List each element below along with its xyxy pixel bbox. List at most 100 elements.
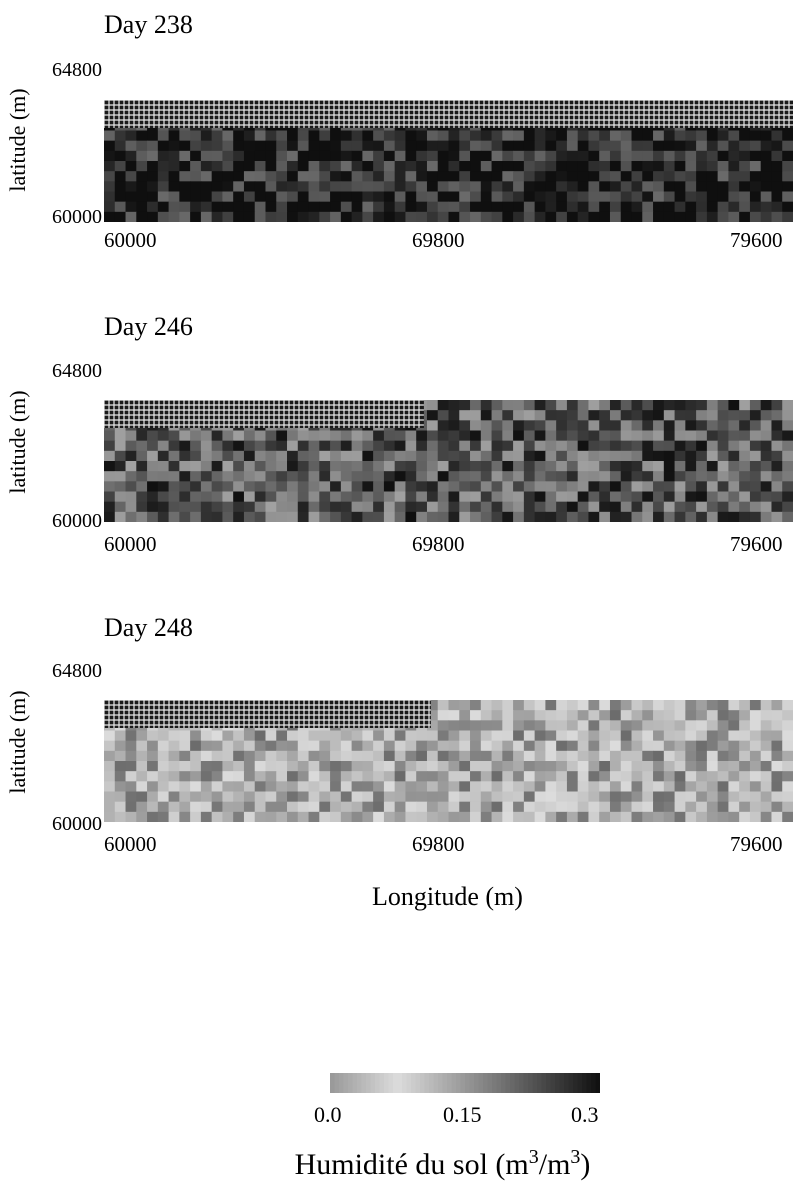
heatmap-cell bbox=[523, 181, 536, 192]
heatmap-cell bbox=[620, 801, 633, 813]
heatmap-cell bbox=[663, 700, 676, 711]
heatmap-cell bbox=[437, 191, 449, 203]
heatmap-cell bbox=[491, 161, 503, 172]
heatmap-cell bbox=[523, 700, 536, 711]
heatmap-cell bbox=[696, 501, 708, 513]
colorbar-segment bbox=[388, 1073, 394, 1093]
heatmap-cell bbox=[351, 130, 363, 142]
heatmap-cell bbox=[405, 811, 417, 822]
heatmap-cell bbox=[157, 191, 170, 203]
heatmap-cell bbox=[739, 471, 751, 482]
heatmap-cell bbox=[782, 710, 793, 721]
heatmap-cell bbox=[448, 710, 460, 721]
heatmap-cell bbox=[717, 481, 729, 492]
heatmap-cell bbox=[674, 130, 686, 142]
heatmap-cell bbox=[749, 420, 762, 431]
heatmap-cell bbox=[287, 750, 299, 762]
heatmap-cell bbox=[243, 150, 256, 162]
heatmap-cell bbox=[696, 201, 708, 213]
heatmap-cell bbox=[523, 491, 536, 503]
heatmap-cell bbox=[674, 181, 686, 192]
heatmap-cell bbox=[771, 781, 783, 792]
heatmap-cell bbox=[749, 161, 762, 172]
heatmap-cell bbox=[523, 761, 536, 772]
heatmap-cell bbox=[190, 130, 202, 142]
heatmap-cell bbox=[147, 140, 159, 152]
heatmap-cell bbox=[749, 750, 762, 762]
heatmap-cell bbox=[480, 740, 493, 752]
heatmap-cell bbox=[674, 771, 686, 782]
heatmap-cell bbox=[566, 171, 579, 182]
heatmap-cell bbox=[125, 761, 137, 772]
heatmap-cell bbox=[243, 461, 256, 472]
heatmap-cell bbox=[545, 430, 557, 442]
heatmap-cell bbox=[470, 130, 482, 142]
colorbar-segment bbox=[343, 1073, 349, 1093]
heatmap-cell bbox=[470, 161, 482, 172]
heatmap-cell bbox=[653, 481, 665, 492]
heatmap-cell bbox=[362, 750, 374, 762]
heatmap-cell bbox=[749, 450, 762, 462]
heatmap-cell bbox=[136, 150, 148, 162]
heatmap-cell bbox=[674, 730, 686, 742]
heatmap-cell bbox=[513, 181, 525, 192]
heatmap-cell bbox=[394, 771, 406, 782]
heatmap-cell bbox=[577, 201, 589, 213]
heatmap-cell bbox=[308, 511, 320, 522]
heatmap-cell bbox=[448, 481, 460, 492]
heatmap-cell bbox=[330, 140, 342, 152]
heatmap-cell bbox=[190, 150, 202, 162]
heatmap-cell bbox=[426, 161, 439, 172]
heatmap-cell bbox=[362, 201, 374, 213]
heatmap-cell bbox=[513, 481, 525, 492]
heatmap-cell bbox=[297, 150, 310, 162]
heatmap-cell bbox=[287, 740, 299, 752]
heatmap-cell bbox=[674, 471, 686, 482]
heatmap-cell bbox=[566, 761, 579, 772]
heatmap-cell bbox=[136, 430, 148, 442]
heatmap-cell bbox=[383, 781, 396, 792]
heatmap-cell bbox=[168, 201, 180, 213]
heatmap-cell bbox=[265, 440, 277, 452]
heatmap-cell bbox=[588, 440, 600, 452]
heatmap-cell bbox=[782, 130, 793, 142]
heatmap-cell bbox=[717, 801, 729, 813]
heatmap-cell bbox=[179, 481, 191, 492]
heatmap-cell bbox=[523, 501, 536, 513]
heatmap-cell bbox=[211, 791, 223, 803]
heatmap-cell bbox=[599, 461, 611, 472]
heatmap-cell bbox=[599, 730, 611, 742]
heatmap-cell bbox=[168, 750, 180, 762]
heatmap-cell bbox=[502, 801, 514, 813]
heatmap-cell bbox=[319, 511, 331, 522]
heatmap-cell bbox=[642, 440, 654, 452]
heatmap-cell bbox=[685, 471, 697, 482]
heatmap-cell bbox=[523, 400, 536, 411]
panel-3-title: Day 248 bbox=[104, 613, 193, 642]
heatmap-cell bbox=[728, 150, 740, 162]
heatmap-cell bbox=[566, 471, 579, 482]
heatmap-cell bbox=[168, 450, 180, 462]
heatmap-cell bbox=[523, 471, 536, 482]
heatmap-cell bbox=[513, 430, 525, 442]
heatmap-cell bbox=[168, 801, 180, 813]
heatmap-cell bbox=[157, 471, 170, 482]
heatmap-cell bbox=[674, 511, 686, 522]
heatmap-cell bbox=[782, 811, 793, 822]
heatmap-cell bbox=[502, 491, 514, 503]
heatmap-cell bbox=[470, 720, 482, 731]
heatmap-cell bbox=[308, 191, 320, 203]
heatmap-cell bbox=[340, 730, 353, 742]
heatmap-cell bbox=[426, 730, 439, 742]
heatmap-cell bbox=[448, 471, 460, 482]
heatmap-cell bbox=[265, 471, 277, 482]
heatmap-cell bbox=[416, 471, 428, 482]
heatmap-cell bbox=[674, 491, 686, 503]
heatmap-cell bbox=[254, 781, 266, 792]
heatmap-cell bbox=[653, 710, 665, 721]
heatmap-cell bbox=[351, 161, 363, 172]
heatmap-cell bbox=[437, 501, 449, 513]
heatmap-cell bbox=[609, 191, 622, 203]
heatmap-cell bbox=[771, 471, 783, 482]
heatmap-cell bbox=[599, 211, 611, 222]
